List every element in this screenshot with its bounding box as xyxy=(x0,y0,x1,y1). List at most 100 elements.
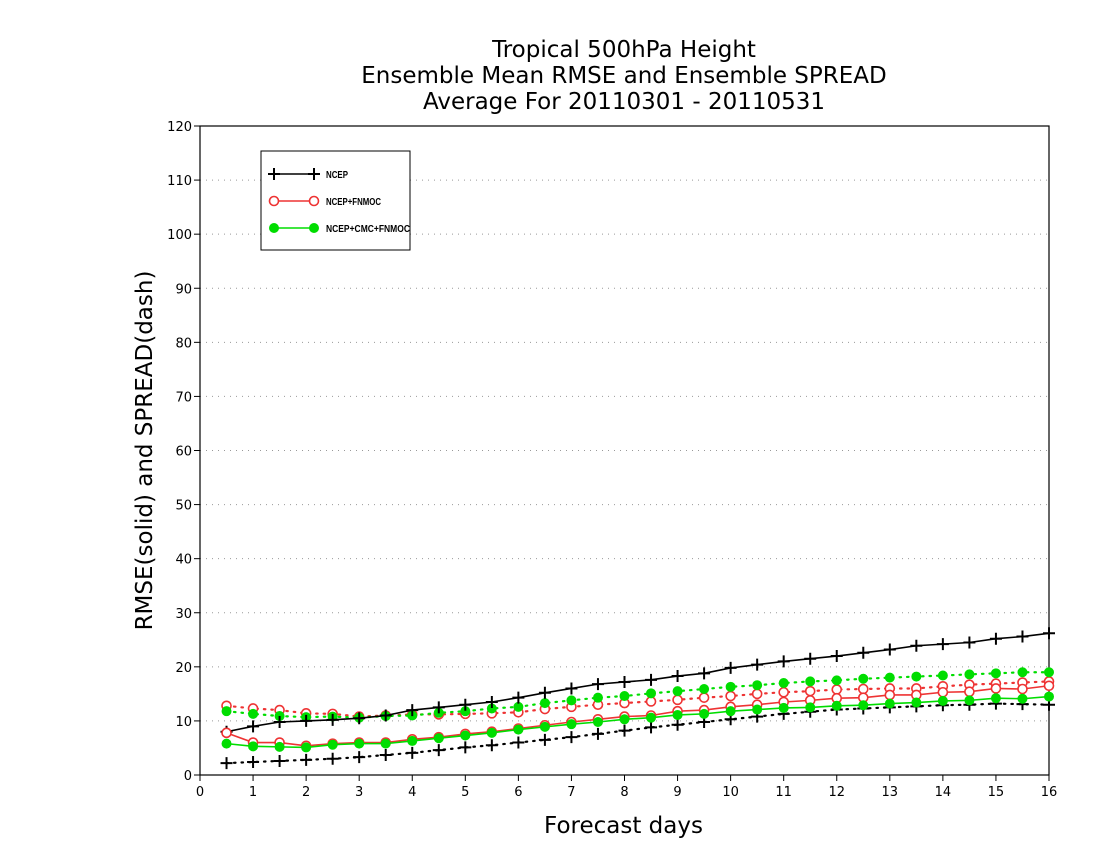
data-point xyxy=(989,632,1002,645)
data-point xyxy=(300,753,313,766)
data-point xyxy=(566,695,577,706)
data-point xyxy=(672,694,683,706)
data-point xyxy=(619,691,630,702)
data-point xyxy=(857,683,869,695)
x-tick-label: 12 xyxy=(828,785,845,800)
data-point xyxy=(724,661,737,674)
data-point xyxy=(1043,627,1055,640)
data-point xyxy=(936,638,949,651)
data-point xyxy=(645,673,658,686)
data-point xyxy=(592,716,603,727)
x-tick-label: 0 xyxy=(196,785,204,800)
data-point xyxy=(220,757,233,770)
data-point xyxy=(512,736,525,749)
data-point xyxy=(591,678,604,691)
data-point xyxy=(910,639,923,652)
data-point xyxy=(248,741,259,752)
data-point xyxy=(937,670,948,681)
x-tick-label: 2 xyxy=(302,785,310,800)
data-point xyxy=(990,683,1002,694)
data-point xyxy=(513,701,524,712)
y-tick-label: 40 xyxy=(175,553,192,568)
x-tick-label: 15 xyxy=(988,785,1005,800)
data-point xyxy=(831,684,843,695)
data-point xyxy=(221,706,232,717)
data-point xyxy=(699,684,710,695)
data-point xyxy=(857,646,870,659)
data-point xyxy=(646,688,657,699)
data-point xyxy=(858,673,869,684)
y-tick-label: 100 xyxy=(167,228,192,243)
data-point xyxy=(804,685,816,697)
data-point xyxy=(486,727,497,738)
data-point xyxy=(459,698,472,711)
series-line xyxy=(225,671,1051,719)
y-tick-label: 10 xyxy=(175,715,192,730)
x-tick-label: 11 xyxy=(775,785,792,800)
data-point xyxy=(354,738,365,749)
series-line xyxy=(226,632,1050,733)
chart-title-line-2: Ensemble Mean RMSE and Ensemble SPREAD xyxy=(361,63,887,89)
data-point xyxy=(698,667,711,680)
data-point xyxy=(432,701,445,714)
data-point xyxy=(1044,691,1054,702)
data-point xyxy=(778,702,789,713)
x-tick-label: 16 xyxy=(1041,785,1058,800)
legend-marker-end xyxy=(308,195,320,207)
data-point xyxy=(937,686,949,698)
data-point xyxy=(379,748,392,761)
data-point xyxy=(592,692,603,703)
data-point xyxy=(1017,693,1028,704)
data-point xyxy=(751,688,763,700)
data-point xyxy=(858,700,869,711)
series-line xyxy=(225,680,1051,718)
data-point xyxy=(963,636,976,649)
data-point xyxy=(990,693,1001,704)
series-line xyxy=(226,695,1050,749)
data-point xyxy=(459,741,472,754)
data-point xyxy=(565,682,578,695)
legend-label: NCEP+CMC+FNMOC xyxy=(326,224,410,235)
data-point xyxy=(460,730,471,741)
y-tick-label: 110 xyxy=(167,174,192,189)
data-point xyxy=(407,735,418,746)
chart-title-line-3: Average For 20110301 - 20110531 xyxy=(422,89,826,115)
data-point xyxy=(353,751,366,764)
data-point xyxy=(884,689,896,701)
x-tick-label: 3 xyxy=(355,785,363,800)
data-point xyxy=(273,754,286,767)
data-point xyxy=(884,698,895,709)
legend-marker-end xyxy=(308,168,320,180)
y-tick-label: 0 xyxy=(184,769,192,784)
data-point xyxy=(725,690,736,702)
data-point xyxy=(619,714,630,725)
data-point xyxy=(380,738,391,749)
data-point xyxy=(698,692,710,703)
y-tick-label: 50 xyxy=(175,499,192,514)
data-point xyxy=(752,680,763,691)
data-point xyxy=(513,724,524,735)
x-tick-label: 14 xyxy=(935,785,952,800)
data-point xyxy=(778,678,789,689)
data-point xyxy=(805,702,816,713)
data-point xyxy=(830,650,843,663)
data-point xyxy=(911,671,922,682)
data-point xyxy=(725,681,736,692)
data-point xyxy=(618,675,631,688)
data-point xyxy=(326,713,339,726)
series-spread-3 xyxy=(220,697,1055,770)
data-point xyxy=(538,686,551,699)
data-point xyxy=(645,721,658,734)
data-point xyxy=(433,733,444,744)
data-point xyxy=(911,697,922,708)
y-tick-label: 80 xyxy=(175,336,192,351)
data-point xyxy=(326,752,339,765)
legend-label: NCEP xyxy=(326,170,348,181)
data-point xyxy=(1044,667,1054,678)
data-point xyxy=(699,708,710,719)
y-tick-label: 20 xyxy=(175,661,192,676)
data-point xyxy=(1016,630,1029,643)
data-point xyxy=(646,712,657,723)
legend-marker-start xyxy=(269,223,279,233)
data-point xyxy=(539,698,550,709)
